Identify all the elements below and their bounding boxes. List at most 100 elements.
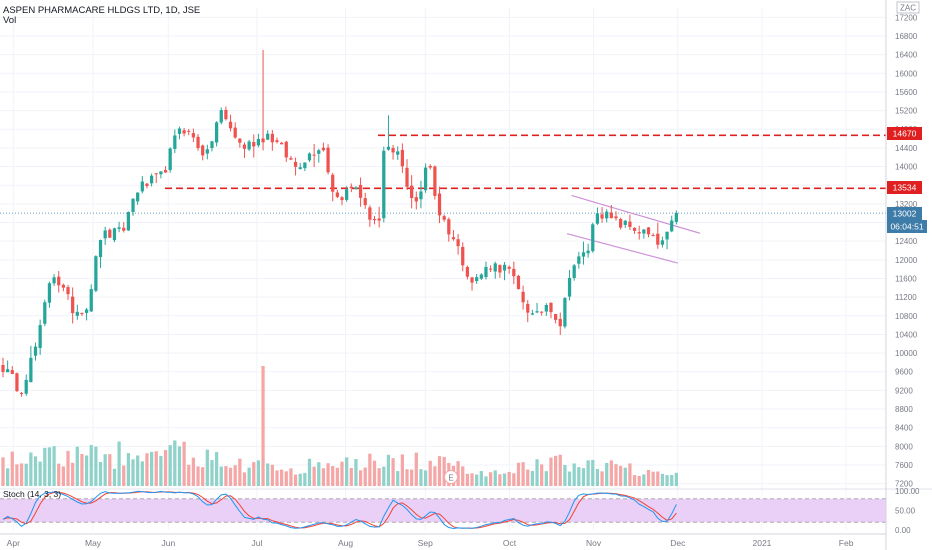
candle-body: [549, 302, 553, 313]
volume-bar: [122, 465, 126, 486]
earnings-event-label: E: [448, 474, 453, 483]
volume-bar: [642, 474, 646, 486]
volume-bar: [1, 457, 5, 486]
candle-body: [674, 213, 678, 223]
candle-body: [512, 268, 516, 277]
volume-bar: [567, 471, 572, 486]
candle-body: [354, 187, 358, 190]
candle-body: [475, 277, 479, 282]
candle-body: [47, 283, 52, 303]
price-axis-tick-label: 7600: [895, 461, 913, 470]
stoch-axis-tick-label: 50.00: [895, 507, 916, 516]
candle-body: [61, 284, 65, 288]
price-axis-tick-label: 16800: [895, 32, 918, 41]
candle-body: [224, 109, 228, 120]
volume-bar: [363, 467, 367, 486]
candle-body: [498, 265, 502, 273]
level-lower-tag: [887, 181, 922, 194]
candle-body: [586, 250, 590, 254]
volume-bar: [293, 474, 298, 486]
volume-bar: [437, 456, 442, 486]
candle-body: [614, 216, 618, 219]
candle-body: [303, 162, 307, 169]
volume-bar: [465, 473, 470, 486]
volume-bar: [307, 458, 312, 486]
volume-bar: [131, 459, 135, 486]
volume-bar: [442, 456, 446, 486]
volume-bar: [233, 465, 237, 486]
volume-bar: [219, 466, 223, 486]
candle-body: [368, 207, 372, 220]
volume-bar: [335, 467, 339, 486]
price-axis-tick-label: 8400: [895, 424, 913, 433]
candle-body: [154, 173, 158, 175]
time-axis-tick-label: Jun: [161, 538, 175, 548]
volume-bar: [396, 471, 400, 486]
volume-bar: [660, 473, 665, 486]
volume-bar: [475, 474, 479, 486]
candle-body: [201, 145, 205, 156]
candle-body: [372, 218, 377, 221]
last-price-tag-text: 13002: [893, 209, 917, 219]
volume-bar: [665, 475, 669, 486]
candle-body: [270, 133, 274, 143]
candle-body: [405, 167, 409, 187]
time-axis-tick-label: Dec: [670, 538, 686, 548]
candle-body: [391, 147, 395, 153]
candle-body: [428, 165, 432, 168]
volume-bar: [586, 460, 590, 486]
stoch-d-line: [2, 491, 677, 529]
candle-body: [637, 232, 641, 234]
level-upper-tag-text: 14670: [893, 129, 917, 139]
candle-body: [632, 227, 637, 231]
volume-bar: [163, 450, 168, 486]
volume-bar: [19, 463, 24, 486]
candle-body: [94, 256, 98, 291]
candle-body: [307, 153, 312, 161]
volume-bar: [80, 453, 84, 486]
candle-body: [419, 191, 423, 200]
volume-bar: [238, 458, 242, 486]
chart-title: ASPEN PHARMACARE HLDGS LTD, 1D, JSE: [3, 5, 200, 16]
volume-bar: [400, 454, 404, 486]
volume-bar: [103, 454, 107, 486]
volume-bar: [57, 463, 61, 486]
volume-bar: [182, 441, 186, 486]
volume-bar: [461, 466, 465, 486]
volume-bar: [270, 464, 274, 486]
candle-body: [465, 267, 470, 277]
candle-body: [112, 228, 117, 241]
candle-body: [400, 149, 404, 167]
stoch-pane: [0, 488, 932, 530]
candle-body: [345, 189, 349, 200]
volume-bar: [256, 460, 261, 486]
volume-bar: [136, 455, 140, 486]
candle-body: [19, 392, 24, 394]
candle-body: [670, 220, 674, 232]
volume-bar: [549, 457, 553, 486]
volume-bar: [498, 474, 502, 486]
time-axis-tick-label: May: [85, 538, 102, 548]
volume-bar: [484, 476, 488, 486]
time-axis-tick-label: Jul: [252, 538, 263, 548]
candle-body: [572, 265, 576, 279]
price-axis-tick-label: 16000: [895, 69, 918, 78]
candle-body: [38, 325, 42, 349]
price-channel[interactable]: [566, 194, 701, 264]
earnings-event-marker[interactable]: [444, 470, 458, 484]
volume-bar: [340, 461, 344, 486]
price-axis-tick-label: 16400: [895, 51, 918, 60]
candle-body: [289, 158, 293, 160]
candle-body: [29, 357, 33, 383]
volume-bar: [512, 473, 516, 486]
horizontal-levels[interactable]: [0, 134, 886, 214]
volume-bar: [637, 476, 641, 486]
candle-body: [103, 230, 107, 239]
volume-bar: [619, 465, 623, 486]
candle-body: [122, 227, 126, 231]
volume-bar: [577, 467, 581, 486]
currency-badge[interactable]: [896, 1, 920, 14]
candle-body: [619, 218, 623, 228]
candle-body: [433, 166, 437, 196]
